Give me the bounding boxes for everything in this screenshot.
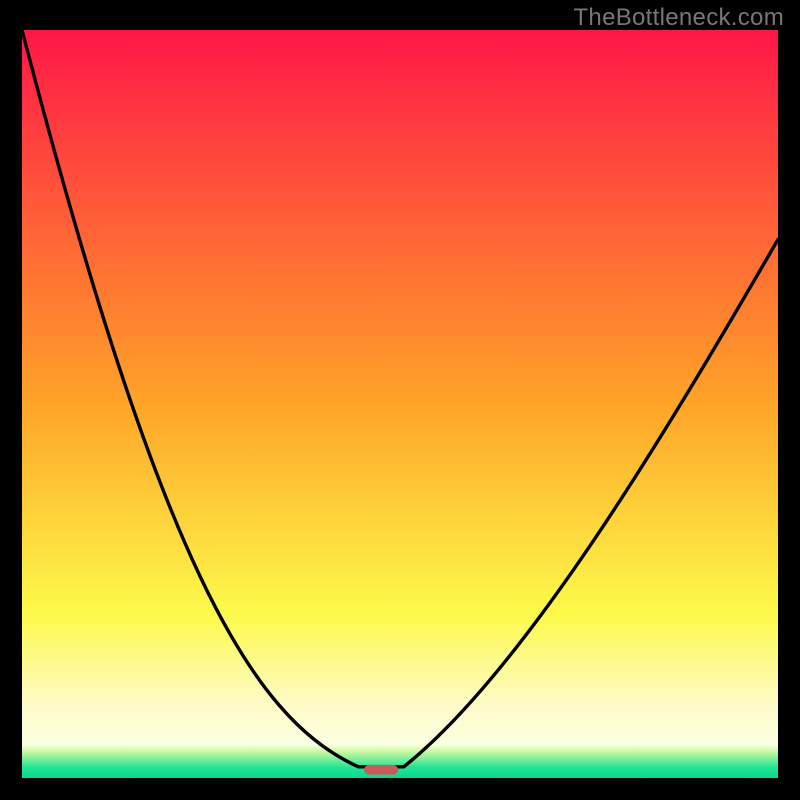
chart-frame: TheBottleneck.com bbox=[0, 0, 800, 800]
plot-background bbox=[22, 30, 778, 778]
watermark-text: TheBottleneck.com bbox=[573, 4, 784, 32]
optimal-marker bbox=[364, 765, 398, 775]
bottleneck-plot bbox=[0, 0, 800, 800]
